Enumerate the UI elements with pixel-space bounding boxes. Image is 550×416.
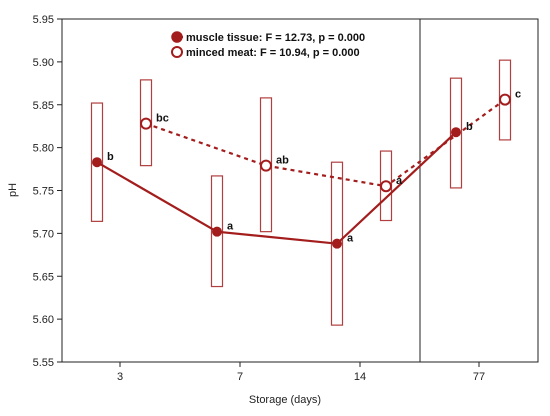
data-point-marker [332, 238, 342, 249]
y-tick-label: 5.95 [33, 14, 54, 26]
x-tick-label: 7 [237, 371, 243, 383]
y-tick-label: 5.65 [33, 271, 54, 283]
x-tick-label: 77 [473, 371, 485, 383]
significance-letter: a [396, 175, 403, 187]
x-tick-label: 14 [354, 371, 366, 383]
data-point-marker [92, 157, 102, 168]
y-tick-label: 5.70 [33, 228, 54, 240]
plot-frame [61, 18, 539, 363]
significance-letter: b [466, 121, 473, 133]
data-point-marker [212, 226, 222, 237]
y-tick-label: 5.55 [33, 357, 54, 369]
x-axis: 3 7 14 77 [117, 362, 485, 383]
data-point-marker [140, 117, 152, 130]
legend: muscle tissue: F = 12.73, p = 0.000 minc… [171, 31, 365, 59]
data-point-marker [451, 127, 461, 138]
y-tick-label: 5.90 [33, 57, 54, 69]
y-axis: 5.55 5.60 5.65 5.70 5.75 5.80 5.85 5.90 5.95 [33, 14, 62, 369]
y-axis-title: pH [7, 183, 19, 197]
significance-letter: ab [276, 155, 289, 167]
y-tick-label: 5.75 [33, 186, 54, 198]
data-point-marker [260, 159, 272, 172]
significance-letter: c [515, 89, 521, 101]
legend-label-muscle-tissue: muscle tissue: F = 12.73, p = 0.000 [186, 32, 365, 44]
data-point-marker [499, 93, 511, 106]
y-tick-label: 5.60 [33, 314, 54, 326]
legend-marker-minced-meat [171, 46, 183, 58]
significance-letter: a [347, 233, 354, 245]
significance-letter: bc [156, 113, 169, 125]
data-point-marker [380, 180, 392, 193]
significance-letter: a [227, 221, 234, 233]
x-axis-title: Storage (days) [249, 394, 321, 406]
legend-label-minced-meat: minced meat: F = 10.94, p = 0.000 [186, 47, 360, 59]
y-tick-label: 5.80 [33, 143, 54, 155]
legend-marker-muscle-tissue [171, 31, 183, 43]
x-tick-label: 3 [117, 371, 123, 383]
series-line [145, 98, 506, 188]
significance-letter: b [107, 151, 114, 163]
series-line [96, 131, 457, 245]
y-tick-label: 5.85 [33, 100, 54, 112]
